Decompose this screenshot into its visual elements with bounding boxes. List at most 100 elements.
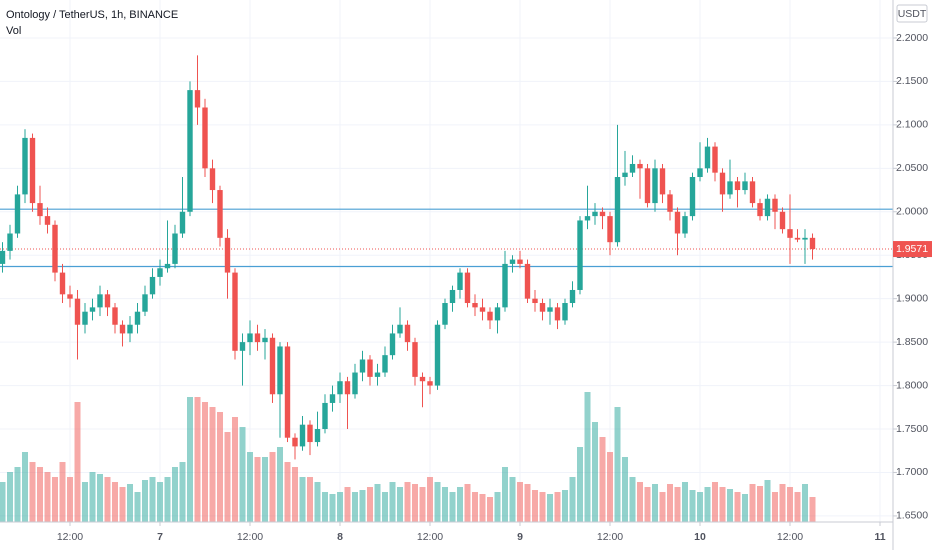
candle-body	[329, 394, 336, 403]
candle-body	[629, 163, 636, 173]
candle-body	[389, 333, 396, 356]
volume-bar	[351, 492, 358, 522]
volume-bar	[14, 467, 21, 522]
volume-bar	[569, 477, 576, 522]
volume-bar	[607, 452, 614, 522]
x-tick-label: 8	[337, 531, 343, 543]
candle-body	[749, 181, 756, 204]
candle-body	[652, 168, 658, 204]
candle-body	[674, 211, 681, 234]
volume-bar	[66, 477, 73, 522]
candle-body	[217, 190, 223, 238]
volume-bar	[254, 457, 261, 522]
volume-bar	[411, 484, 418, 522]
candle-body	[59, 272, 66, 295]
volume-bar	[306, 477, 313, 522]
y-tick-label: 2.2000	[896, 32, 928, 44]
candle-body	[187, 90, 193, 212]
volume-bar	[772, 492, 779, 522]
y-tick-label: 1.8000	[896, 379, 928, 391]
volume-bar	[584, 392, 591, 522]
y-tick-label: 1.6500	[896, 510, 928, 522]
currency-badge[interactable]	[896, 4, 928, 23]
volume-bar	[419, 487, 426, 522]
candle-body	[802, 237, 808, 240]
volume-bar	[629, 477, 636, 522]
x-tick-label: 10	[694, 531, 706, 543]
volume-bar	[119, 487, 126, 522]
volume-bar	[464, 484, 471, 522]
volume-bar	[449, 492, 456, 522]
candle-body	[202, 107, 208, 169]
candle-body	[314, 429, 321, 443]
candle-body	[494, 307, 501, 321]
candle-body	[172, 233, 178, 264]
line-layer	[0, 208, 893, 268]
candle-body	[0, 250, 6, 264]
volume-bar	[366, 487, 373, 522]
volume-bar	[6, 472, 13, 522]
volume-bar	[532, 490, 539, 522]
volume-bar	[89, 472, 96, 522]
candle-body	[307, 424, 313, 443]
volume-bar	[554, 492, 561, 522]
y-tick-label: 1.8500	[896, 336, 928, 348]
candle-body	[104, 294, 111, 308]
x-tick-label: 12:00	[57, 531, 83, 543]
candle-body	[322, 402, 328, 430]
volume-bar	[59, 462, 66, 522]
volume-bar	[74, 402, 81, 522]
candle-body	[449, 289, 456, 304]
candle-body	[299, 424, 306, 447]
y-tick-label: 1.7000	[896, 466, 928, 478]
candle-body	[794, 237, 801, 240]
volume-bar	[779, 484, 786, 522]
volume-bar	[734, 492, 741, 522]
candle-body	[592, 211, 598, 217]
candle-body	[157, 268, 163, 277]
volume-bar	[742, 494, 749, 522]
candle-body	[397, 324, 403, 334]
candle-body	[142, 294, 148, 312]
volume-bar	[21, 452, 28, 522]
volume-bar	[479, 494, 486, 522]
x-tick-label: 12:00	[417, 531, 443, 543]
candle-body	[262, 337, 268, 343]
x-tick-label: 7	[157, 531, 163, 543]
grid	[0, 0, 893, 522]
y-tick-label: 2.1500	[896, 75, 928, 87]
candle-body	[637, 163, 643, 169]
candle-body	[554, 307, 561, 321]
volume-bar	[284, 462, 291, 522]
volume-bar	[592, 422, 599, 522]
candle-body	[97, 294, 103, 308]
volume-bar	[667, 484, 674, 522]
candle-body	[284, 346, 291, 438]
candle-body	[442, 303, 448, 325]
volume-bar	[787, 487, 794, 522]
volume-bar	[111, 482, 118, 522]
last-price-badge	[893, 241, 932, 258]
volume-bar	[224, 432, 231, 522]
volume-bar	[336, 492, 343, 522]
volume-bar	[126, 484, 133, 522]
volume-bar	[509, 477, 516, 522]
volume-bar	[442, 487, 448, 522]
x-tick-label: 12:00	[777, 531, 803, 543]
candle-body	[404, 324, 411, 343]
x-tick-label: 12:00	[597, 531, 623, 543]
candle-body	[52, 224, 58, 273]
candle-body	[622, 172, 628, 178]
axes: 1.6500 1.7000 1.7500 1.8000 1.8500 1.9000 1.95…	[57, 32, 932, 543]
volume-bar	[396, 487, 403, 522]
volume-bar	[299, 477, 306, 522]
candle-body	[277, 346, 283, 395]
candle-body	[809, 237, 816, 250]
volume-bar	[659, 492, 666, 522]
volume-bar	[517, 482, 524, 522]
volume-bar	[0, 482, 6, 522]
candle-body	[434, 324, 441, 386]
candle-body	[697, 168, 703, 178]
candle-body	[689, 177, 696, 217]
